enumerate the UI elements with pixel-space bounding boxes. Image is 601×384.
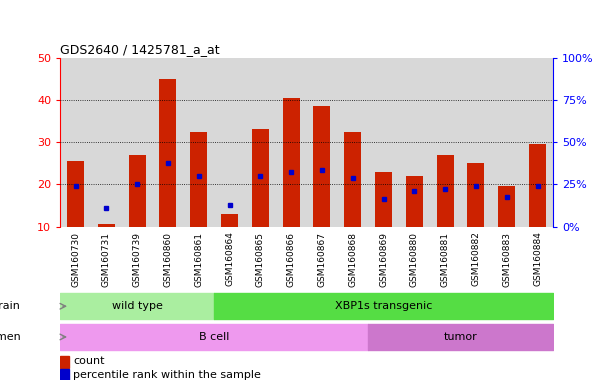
- Text: percentile rank within the sample: percentile rank within the sample: [73, 370, 261, 380]
- Bar: [337, 58, 368, 227]
- Bar: [214, 58, 245, 227]
- Bar: [121, 58, 153, 227]
- Text: XBP1s transgenic: XBP1s transgenic: [335, 301, 432, 311]
- Bar: [529, 144, 546, 227]
- Bar: [245, 58, 276, 227]
- Bar: [153, 58, 183, 227]
- Text: tumor: tumor: [444, 332, 477, 342]
- Bar: [314, 106, 331, 227]
- Bar: [307, 58, 337, 227]
- Text: specimen: specimen: [0, 332, 20, 342]
- Text: wild type: wild type: [112, 301, 162, 311]
- Bar: [344, 131, 361, 227]
- Bar: [282, 98, 299, 227]
- Bar: [430, 58, 460, 227]
- Bar: [522, 58, 553, 227]
- Bar: [399, 58, 430, 227]
- Bar: [129, 155, 145, 227]
- Text: GDS2640 / 1425781_a_at: GDS2640 / 1425781_a_at: [60, 43, 220, 56]
- Text: GSM160860: GSM160860: [163, 232, 172, 286]
- Text: GSM160861: GSM160861: [194, 232, 203, 286]
- Bar: [368, 58, 399, 227]
- Text: strain: strain: [0, 301, 20, 311]
- Text: GSM160868: GSM160868: [348, 232, 357, 286]
- Bar: [276, 58, 307, 227]
- Bar: [191, 131, 207, 227]
- Text: count: count: [73, 356, 105, 366]
- Bar: [498, 187, 515, 227]
- Bar: [67, 161, 84, 227]
- Bar: [221, 214, 238, 227]
- Text: GSM160883: GSM160883: [502, 232, 511, 286]
- Text: GSM160866: GSM160866: [287, 232, 296, 286]
- Bar: [375, 172, 392, 227]
- Text: GSM160882: GSM160882: [471, 232, 480, 286]
- Bar: [460, 58, 492, 227]
- Text: GSM160730: GSM160730: [71, 232, 80, 286]
- Text: GSM160739: GSM160739: [133, 232, 142, 286]
- Bar: [60, 369, 69, 382]
- Text: GSM160867: GSM160867: [317, 232, 326, 286]
- Text: GSM160884: GSM160884: [533, 232, 542, 286]
- Bar: [406, 176, 423, 227]
- Text: GSM160880: GSM160880: [410, 232, 419, 286]
- Bar: [183, 58, 214, 227]
- Bar: [437, 155, 454, 227]
- Bar: [159, 79, 176, 227]
- Bar: [60, 356, 69, 368]
- Text: GSM160881: GSM160881: [441, 232, 450, 286]
- Bar: [492, 58, 522, 227]
- Text: GSM160869: GSM160869: [379, 232, 388, 286]
- Bar: [91, 58, 122, 227]
- Text: B cell: B cell: [199, 332, 230, 342]
- Text: GSM160864: GSM160864: [225, 232, 234, 286]
- Bar: [468, 163, 484, 227]
- Bar: [98, 224, 115, 227]
- Text: GSM160731: GSM160731: [102, 232, 111, 286]
- Text: GSM160865: GSM160865: [256, 232, 265, 286]
- Bar: [252, 129, 269, 227]
- Bar: [60, 58, 91, 227]
